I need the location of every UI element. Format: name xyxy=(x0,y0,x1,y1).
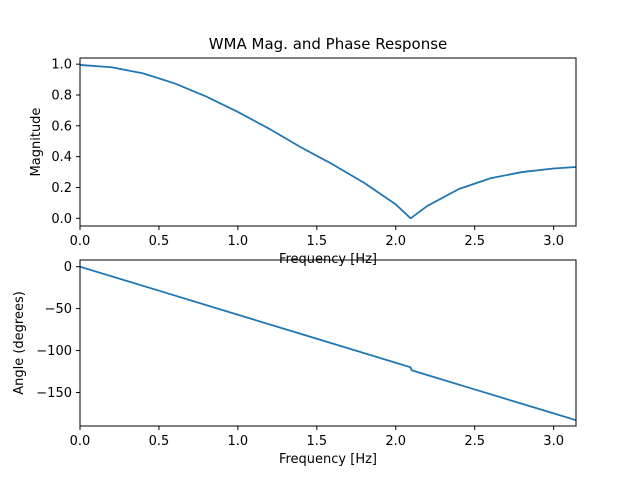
y-tick-label: 0 xyxy=(64,260,72,275)
y-tick-label: 0.0 xyxy=(51,212,72,227)
x-tick-label: 3.0 xyxy=(543,234,564,249)
y-tick-label: 0.6 xyxy=(51,119,72,134)
y-tick-label: −100 xyxy=(36,344,72,359)
y-axis-label: Angle (degrees) xyxy=(12,291,27,395)
y-tick-label: 1.0 xyxy=(51,58,72,73)
x-tick-label: 3.0 xyxy=(543,434,564,449)
plot-frame xyxy=(79,259,577,427)
chart-title: WMA Mag. and Phase Response xyxy=(209,35,448,53)
x-tick-label: 1.5 xyxy=(306,234,327,249)
chart-panel-2: Frequency [Hz] 0.0 0.5 1.0 1.5 2.0 2.5 3.0 0 −50 −… xyxy=(12,259,577,467)
y-tick-label: −50 xyxy=(45,302,72,317)
x-tick-label: 0.5 xyxy=(149,234,170,249)
series-line xyxy=(80,265,576,421)
chart-panel-1: Frequency [Hz]0.0 0.5 1.0 1.5 2.0 2.5 3.00.00.… xyxy=(29,35,577,267)
x-tick-label: 0.0 xyxy=(70,434,91,449)
x-tick-label: 2.5 xyxy=(464,434,485,449)
x-tick-label: 2.0 xyxy=(385,434,406,449)
x-axis-label: Frequency [Hz] xyxy=(279,452,377,467)
x-tick-label: 1.5 xyxy=(306,434,327,449)
x-tick-label: 1.0 xyxy=(228,234,249,249)
y-tick-label: −150 xyxy=(36,386,72,401)
series-line xyxy=(80,64,576,220)
plot-frame xyxy=(79,57,577,227)
x-tick-label: 2.5 xyxy=(464,234,485,249)
x-tick-label: 1.0 xyxy=(228,434,249,449)
x-tick-label: 0.5 xyxy=(149,434,170,449)
y-tick-label: 0.2 xyxy=(51,181,72,196)
x-tick-label: 0.0 xyxy=(70,234,91,249)
y-axis-label: Magnitude xyxy=(29,108,44,177)
y-tick-label: 0.8 xyxy=(51,88,72,103)
x-tick-label: 2.0 xyxy=(385,234,406,249)
y-tick-label: 0.4 xyxy=(51,150,72,165)
